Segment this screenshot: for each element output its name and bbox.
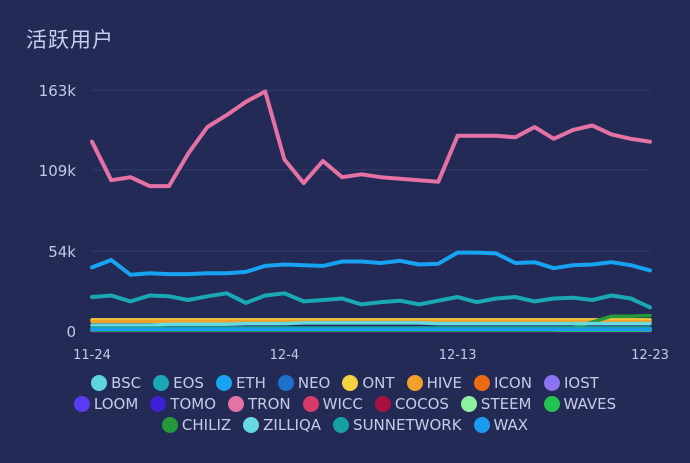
legend-item-cocos[interactable]: COCOS [374, 394, 449, 413]
legend-label: ONT [362, 373, 395, 392]
legend-item-waves[interactable]: WAVES [543, 394, 617, 413]
legend-label: TRON [248, 394, 291, 413]
legend-item-steem[interactable]: STEEM [460, 394, 532, 413]
legend-item-wax[interactable]: WAX [473, 415, 529, 434]
legend-label: WAVES [563, 394, 617, 413]
legend-swatch [342, 374, 359, 391]
legend-label: CHILIZ [181, 415, 232, 434]
y-tick-label: 109k [39, 162, 77, 180]
y-tick-label: 0 [66, 323, 76, 341]
legend-label: ZILLIQA [263, 415, 322, 434]
legend-item-ont[interactable]: ONT [342, 373, 395, 392]
legend-swatch [215, 374, 232, 391]
chart-legend: BSC EOS ETH NEO ONT HIVE ICON IOST LOOM TOMO TRON W… [0, 372, 690, 435]
legend-item-hive[interactable]: HIVE [406, 373, 463, 392]
chart-title: 活跃用户 [26, 28, 114, 52]
legend-label: WICC [322, 394, 363, 413]
legend-swatch [161, 416, 178, 433]
x-tick-label: 11-24 [73, 348, 111, 363]
legend-swatch [91, 374, 108, 391]
legend-item-eos[interactable]: EOS [153, 374, 204, 392]
legend-swatch [153, 374, 170, 391]
y-tick-label: 54k [48, 243, 76, 261]
legend-swatch [73, 395, 90, 412]
y-tick-label: 163k [39, 82, 77, 100]
legend-swatch [406, 374, 423, 391]
legend-label: NEO [297, 373, 331, 392]
series-line-zilliqa [90, 321, 652, 327]
legend-swatch [150, 395, 167, 412]
legend-label: SUNNETWORK [353, 415, 462, 434]
legend-label: WAX [493, 415, 529, 434]
legend-label: TOMO [170, 394, 216, 413]
legend-swatch [374, 395, 391, 412]
legend-item-zilliqa[interactable]: ZILLIQA [243, 416, 321, 434]
x-tick-label: 12-23 [631, 348, 669, 363]
series-line-eos [90, 291, 652, 310]
legend-item-icon[interactable]: ICON [474, 374, 532, 392]
x-tick-label: 12-4 [270, 348, 300, 363]
legend-label: IOST [563, 373, 599, 392]
legend-swatch [543, 374, 560, 391]
legend-row: BSC EOS ETH NEO ONT HIVE ICON IOST [0, 372, 690, 393]
series-line-tron [90, 89, 652, 189]
legend-label: ICON [494, 373, 532, 392]
line-chart: 0 54k 109k 163k 11-24 12-4 12-13 12-23 [39, 82, 669, 363]
legend-swatch [474, 374, 491, 391]
legend-label: BSC [111, 373, 142, 392]
legend-label: COCOS [394, 394, 449, 413]
legend-item-eth[interactable]: ETH [215, 373, 266, 392]
legend-row: CHILIZ ZILLIQA SUNNETWORK WAX [0, 414, 690, 435]
legend-item-sunnetwork[interactable]: SUNNETWORK [333, 415, 462, 434]
legend-swatch [277, 374, 294, 391]
legend-label: HIVE [426, 373, 463, 392]
legend-item-loom[interactable]: LOOM [73, 394, 139, 413]
legend-item-wicc[interactable]: WICC [302, 394, 363, 413]
legend-label: ETH [235, 373, 266, 392]
legend-item-neo[interactable]: NEO [277, 373, 331, 392]
legend-swatch [243, 416, 260, 433]
legend-label: STEEM [480, 394, 532, 413]
legend-row: LOOM TOMO TRON WICC COCOS STEEM WAVES [0, 393, 690, 414]
legend-swatch [460, 395, 477, 412]
legend-label: LOOM [93, 394, 139, 413]
legend-item-iost[interactable]: IOST [543, 373, 599, 392]
legend-item-tomo[interactable]: TOMO [150, 395, 216, 413]
legend-swatch [228, 395, 244, 412]
legend-item-chiliz[interactable]: CHILIZ [161, 415, 232, 434]
legend-item-bsc[interactable]: BSC [91, 374, 141, 392]
legend-swatch [333, 416, 350, 433]
legend-swatch [302, 395, 319, 412]
legend-swatch [473, 416, 490, 433]
x-tick-label: 12-13 [439, 348, 477, 363]
legend-item-tron[interactable]: TRON [228, 395, 291, 413]
legend-swatch [543, 395, 560, 412]
legend-label: EOS [173, 373, 204, 392]
series-line-eth [90, 250, 652, 277]
